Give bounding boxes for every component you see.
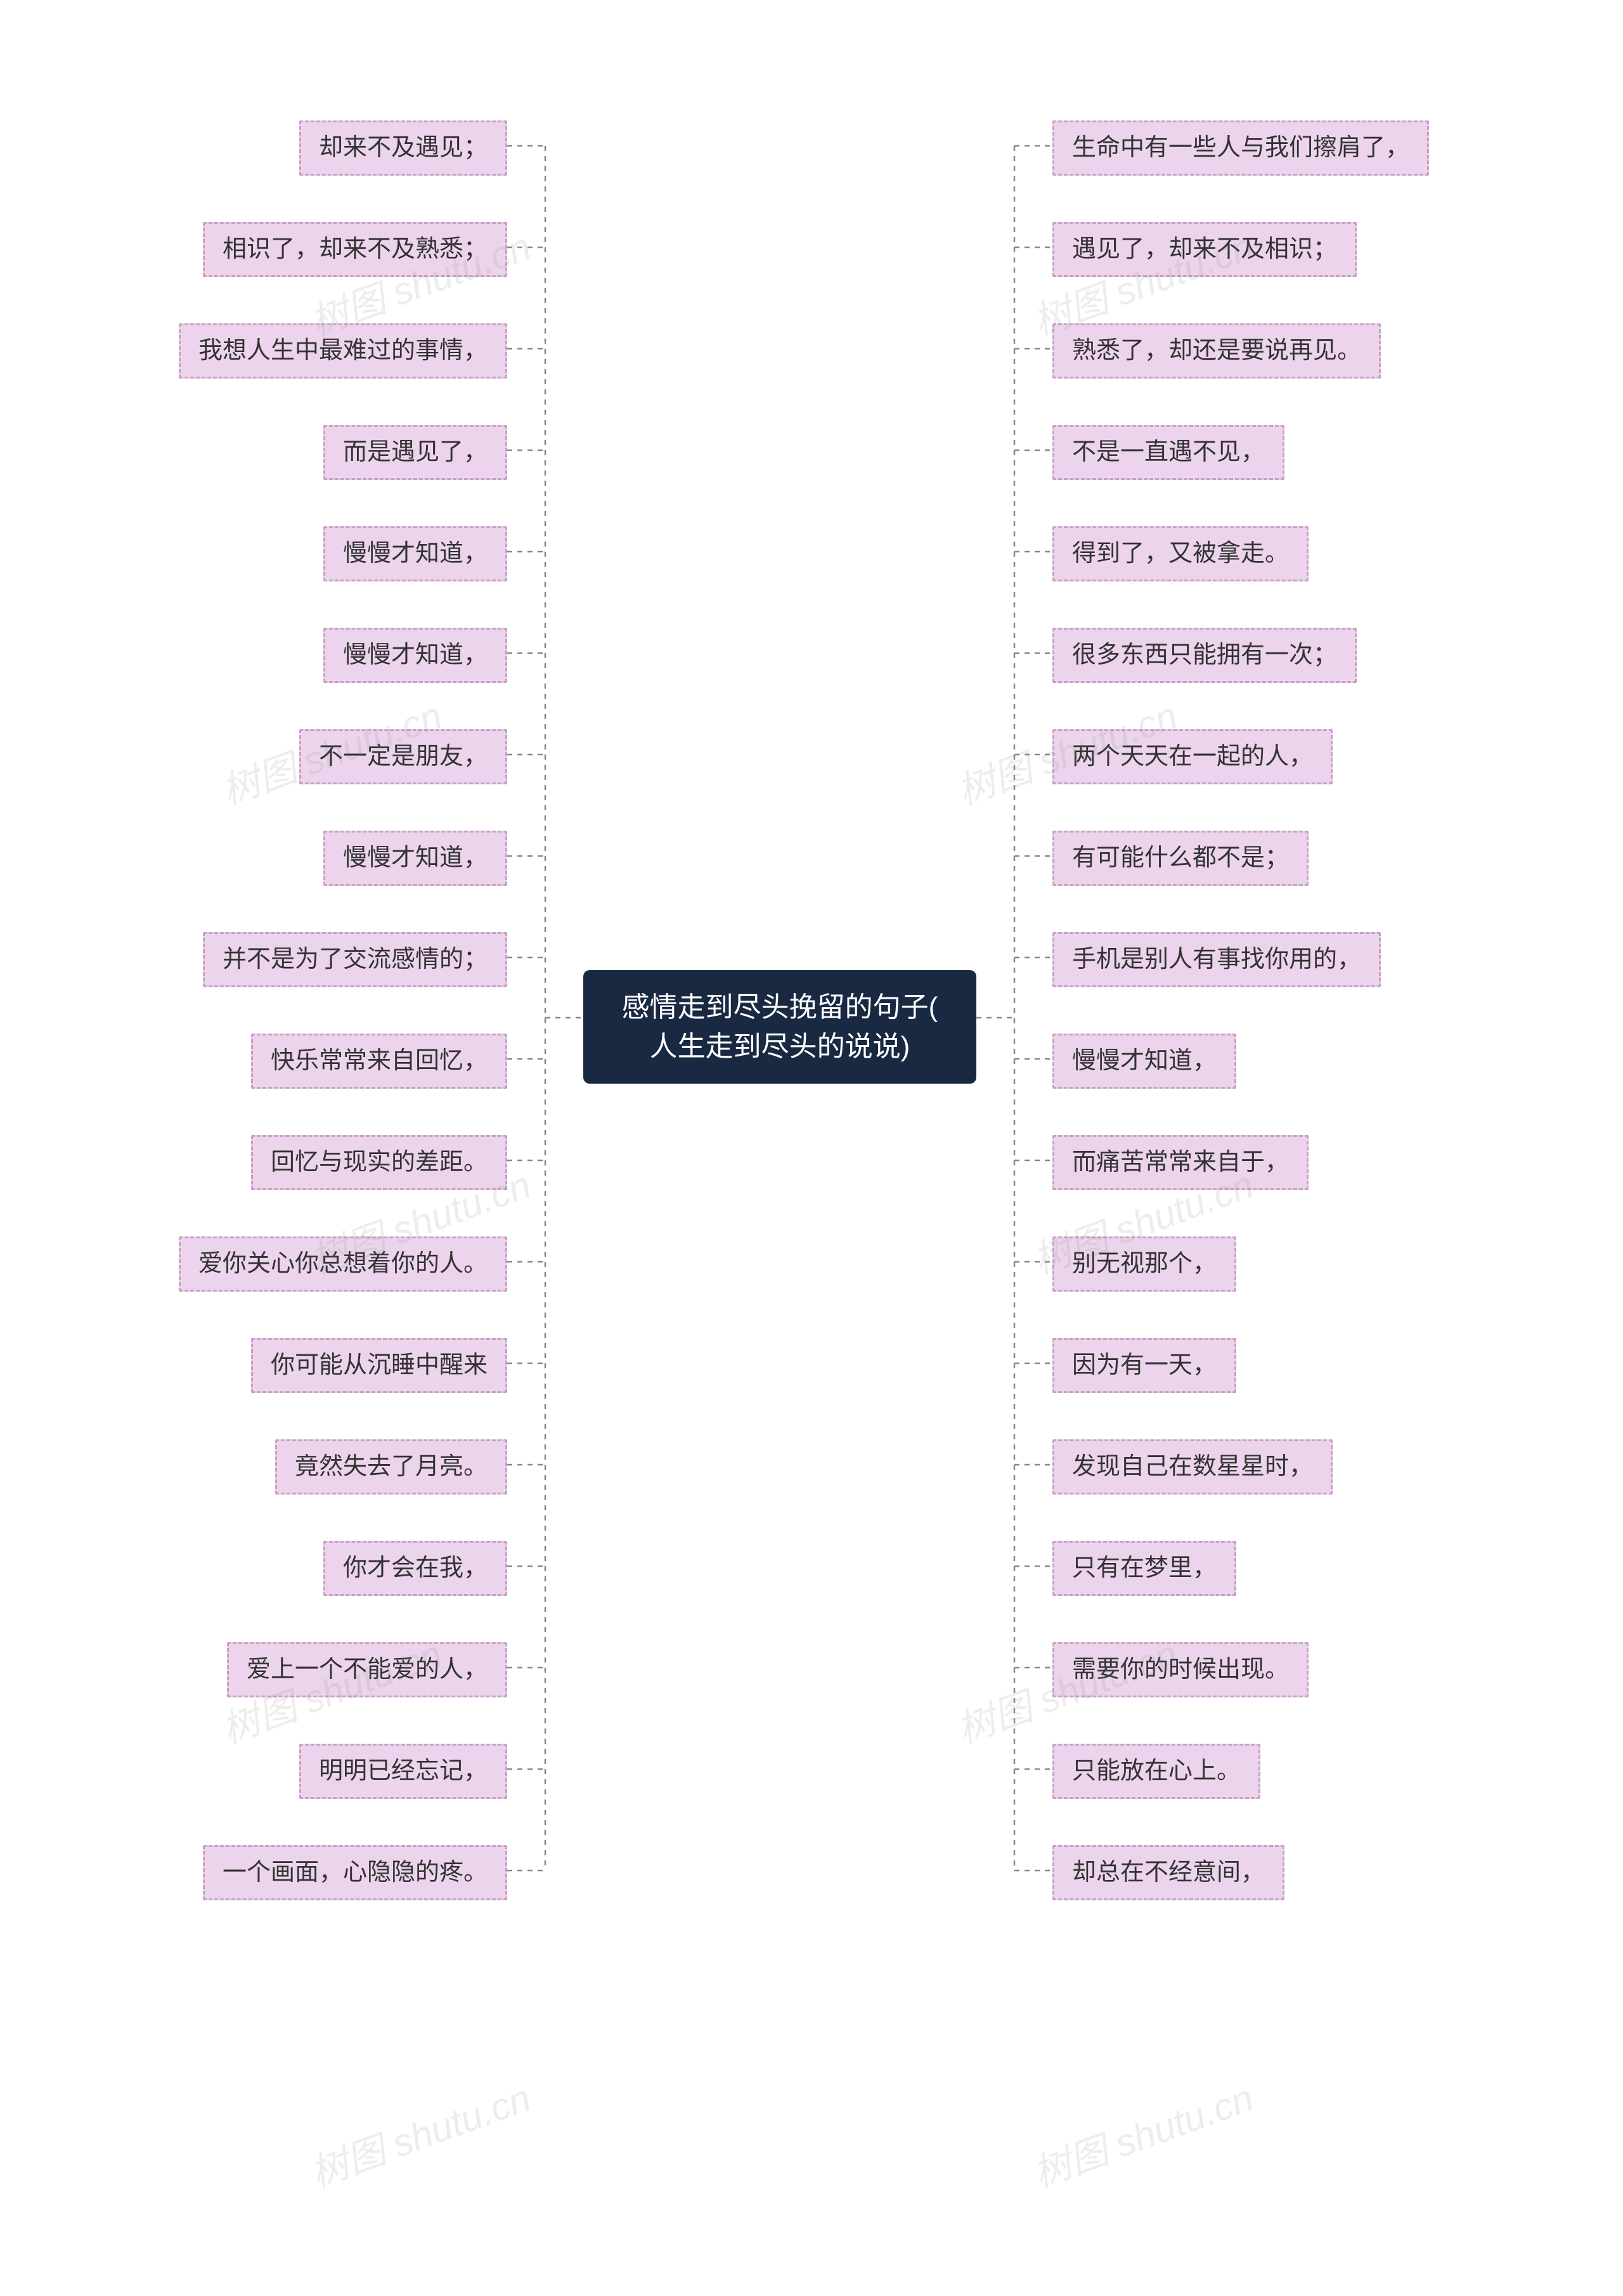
leaf-node-right: 慢慢才知道， — [1052, 1034, 1236, 1089]
leaf-node-left: 而是遇见了， — [323, 425, 507, 480]
leaf-node-left: 爱你关心你总想着你的人。 — [179, 1236, 507, 1292]
leaf-node-right: 熟悉了，却还是要说再见。 — [1052, 323, 1381, 379]
leaf-node-right: 不是一直遇不见， — [1052, 425, 1284, 480]
leaf-node-right: 生命中有一些人与我们擦肩了， — [1052, 120, 1429, 176]
leaf-node-right: 两个天天在一起的人， — [1052, 729, 1333, 784]
leaf-node-right: 得到了，又被拿走。 — [1052, 526, 1309, 581]
leaf-node-right: 手机是别人有事找你用的， — [1052, 932, 1381, 987]
leaf-node-left: 不一定是朋友， — [299, 729, 507, 784]
leaf-node-left: 慢慢才知道， — [323, 831, 507, 886]
leaf-node-left: 回忆与现实的差距。 — [251, 1135, 507, 1190]
leaf-node-left: 慢慢才知道， — [323, 628, 507, 683]
leaf-node-left: 并不是为了交流感情的； — [203, 932, 507, 987]
leaf-node-right: 需要你的时候出现。 — [1052, 1642, 1309, 1697]
leaf-node-left: 一个画面，心隐隐的疼。 — [203, 1845, 507, 1900]
leaf-node-right: 发现自己在数星星时， — [1052, 1439, 1333, 1495]
leaf-node-right: 却总在不经意间， — [1052, 1845, 1284, 1900]
leaf-node-left: 快乐常常来自回忆， — [251, 1034, 507, 1089]
leaf-node-right: 而痛苦常常来自于， — [1052, 1135, 1309, 1190]
leaf-node-left: 你才会在我， — [323, 1541, 507, 1596]
leaf-node-left: 我想人生中最难过的事情， — [179, 323, 507, 379]
leaf-node-right: 因为有一天， — [1052, 1338, 1236, 1393]
watermark: 树图 shutu.cn — [1025, 2067, 1260, 2198]
leaf-node-right: 别无视那个， — [1052, 1236, 1236, 1292]
leaf-node-left: 相识了，却来不及熟悉； — [203, 222, 507, 277]
leaf-node-left: 你可能从沉睡中醒来 — [251, 1338, 507, 1393]
leaf-node-right: 很多东西只能拥有一次； — [1052, 628, 1357, 683]
watermark: 树图 shutu.cn — [302, 2067, 537, 2198]
leaf-node-left: 爱上一个不能爱的人， — [227, 1642, 507, 1697]
mindmap-canvas: 感情走到尽头挽留的句子( 人生走到尽头的说说) 生命中有一些人与我们擦肩了， 遇见… — [0, 0, 1623, 2296]
leaf-node-right: 只能放在心上。 — [1052, 1744, 1260, 1799]
leaf-node-left: 慢慢才知道， — [323, 526, 507, 581]
leaf-node-left: 却来不及遇见； — [299, 120, 507, 176]
leaf-node-right: 只有在梦里， — [1052, 1541, 1236, 1596]
center-node: 感情走到尽头挽留的句子( 人生走到尽头的说说) — [583, 970, 976, 1084]
leaf-node-left: 竟然失去了月亮。 — [275, 1439, 507, 1495]
leaf-node-left: 明明已经忘记， — [299, 1744, 507, 1799]
leaf-node-right: 有可能什么都不是； — [1052, 831, 1309, 886]
leaf-node-right: 遇见了，却来不及相识； — [1052, 222, 1357, 277]
